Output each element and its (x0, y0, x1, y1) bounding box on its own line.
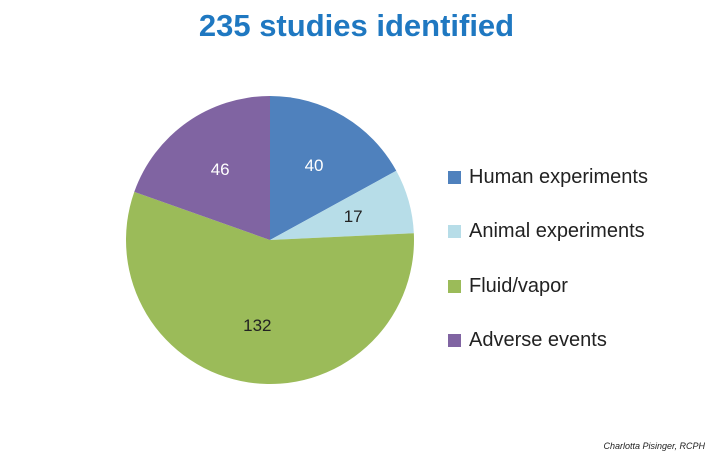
slice-value-label: 40 (305, 156, 324, 175)
legend-label: Fluid/vapor (469, 274, 568, 297)
legend-item-fluid-vapor: Fluid/vapor (448, 259, 648, 314)
pie-slice-human-experiments (270, 96, 397, 240)
chart-title: 235 studies identified (198, 8, 515, 43)
legend-swatch (448, 170, 461, 184)
legend: Human experiments Animal experiments Flu… (448, 150, 648, 368)
slice-value-label: 46 (211, 160, 230, 179)
legend-swatch (448, 225, 461, 239)
legend-label: Adverse events (469, 329, 607, 352)
legend-item-adverse-events: Adverse events (448, 314, 648, 369)
pie-slice-adverse-events (134, 96, 270, 240)
pie-slice-fluid-vapor (126, 191, 414, 384)
legend-label: Human experiments (469, 165, 648, 188)
legend-item-human-experiments: Human experiments (448, 150, 648, 205)
slice-value-label: 132 (243, 316, 271, 335)
slice-value-label: 17 (344, 207, 363, 226)
pie-slice-animal-experiments (270, 170, 414, 240)
legend-swatch (448, 334, 461, 348)
legend-item-animal-experiments: Animal experiments (448, 205, 648, 260)
legend-swatch (448, 279, 461, 293)
credit-text: Charlotta Pisinger, RCPH (603, 441, 705, 451)
legend-label: Animal experiments (469, 220, 645, 243)
